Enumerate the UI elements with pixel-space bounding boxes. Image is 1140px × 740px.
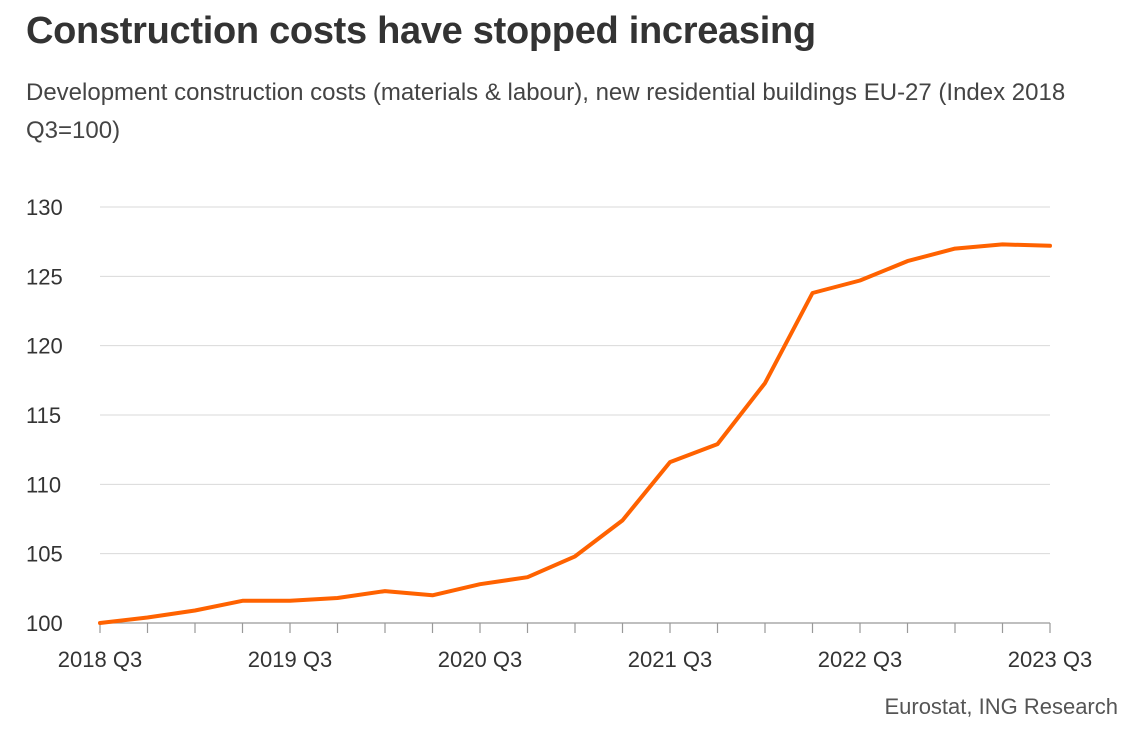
y-tick-label: 115 [26,403,61,428]
grid-lines [100,206,1050,555]
series-line [98,242,1052,625]
x-axis: 2018 Q3 2019 Q3 2020 Q3 2021 Q3 2022 Q3 2023 … [58,622,1092,672]
x-tick-label: 2021 Q3 [628,647,712,672]
x-tick-label: 2018 Q3 [58,647,142,672]
x-tick-label: 2023 Q3 [1008,647,1092,672]
x-tick-label: 2019 Q3 [248,647,332,672]
x-tick-label: 2022 Q3 [818,647,902,672]
chart-title: Construction costs have stopped increasi… [26,10,816,52]
series-layer [98,242,1052,625]
y-tick-label: 105 [26,542,63,567]
x-tick-label: 2020 Q3 [438,647,522,672]
chart-subtitle: Development construction costs (material… [26,79,1066,144]
y-tick-label: 125 [26,264,63,289]
y-tick-label: 120 [26,334,63,359]
y-axis: 100 105 110 115 120 125 130 [26,195,63,636]
y-tick-label: 110 [26,472,61,497]
source-note: Eurostat, ING Research [884,694,1118,719]
y-tick-label: 100 [26,611,63,636]
y-tick-label: 130 [26,195,63,220]
